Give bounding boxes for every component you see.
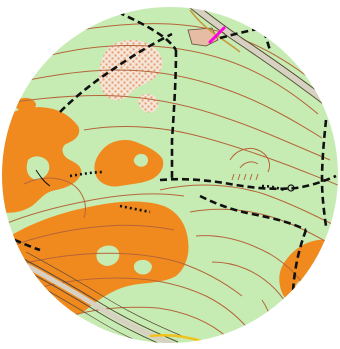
thin-line-west <box>35 169 51 187</box>
course-marker <box>208 26 226 44</box>
path-dotted-east <box>261 184 285 192</box>
rough-area-southwest-strip <box>2 300 55 343</box>
contour-6 <box>159 184 338 229</box>
rough-area-center <box>94 140 164 187</box>
contour-17 <box>23 177 86 219</box>
path-dotted-west <box>69 170 105 178</box>
contour-12 <box>69 306 229 339</box>
path-north-east <box>219 26 265 40</box>
path-center-east <box>159 174 337 191</box>
cliff-ticks <box>231 173 259 181</box>
rough-area-south-hole-2 <box>133 259 152 275</box>
contour-15 <box>229 147 271 173</box>
path-northwest-1 <box>59 32 173 113</box>
contour-5 <box>83 126 338 187</box>
path-dotted-center <box>119 204 151 214</box>
contour-4 <box>2 94 331 161</box>
stream-north <box>189 9 241 53</box>
contour-8 <box>2 193 185 227</box>
feature-circle <box>287 184 295 192</box>
rough-area-south-hole-1 <box>96 245 120 266</box>
contour-11 <box>29 277 255 337</box>
rough-area-east-hole <box>295 279 314 295</box>
contour-9 <box>2 224 175 251</box>
small-paths <box>69 170 285 214</box>
path-north-center <box>170 49 178 178</box>
path-center-south <box>199 194 307 232</box>
contour-2 <box>2 45 319 115</box>
path-east-vertical <box>320 119 328 227</box>
path-northwest-2 <box>117 10 178 51</box>
contour-3 <box>2 69 323 139</box>
rough-area-center-hole <box>133 153 148 167</box>
rough-area-west-hole <box>26 156 50 180</box>
contour-16 <box>239 161 259 169</box>
